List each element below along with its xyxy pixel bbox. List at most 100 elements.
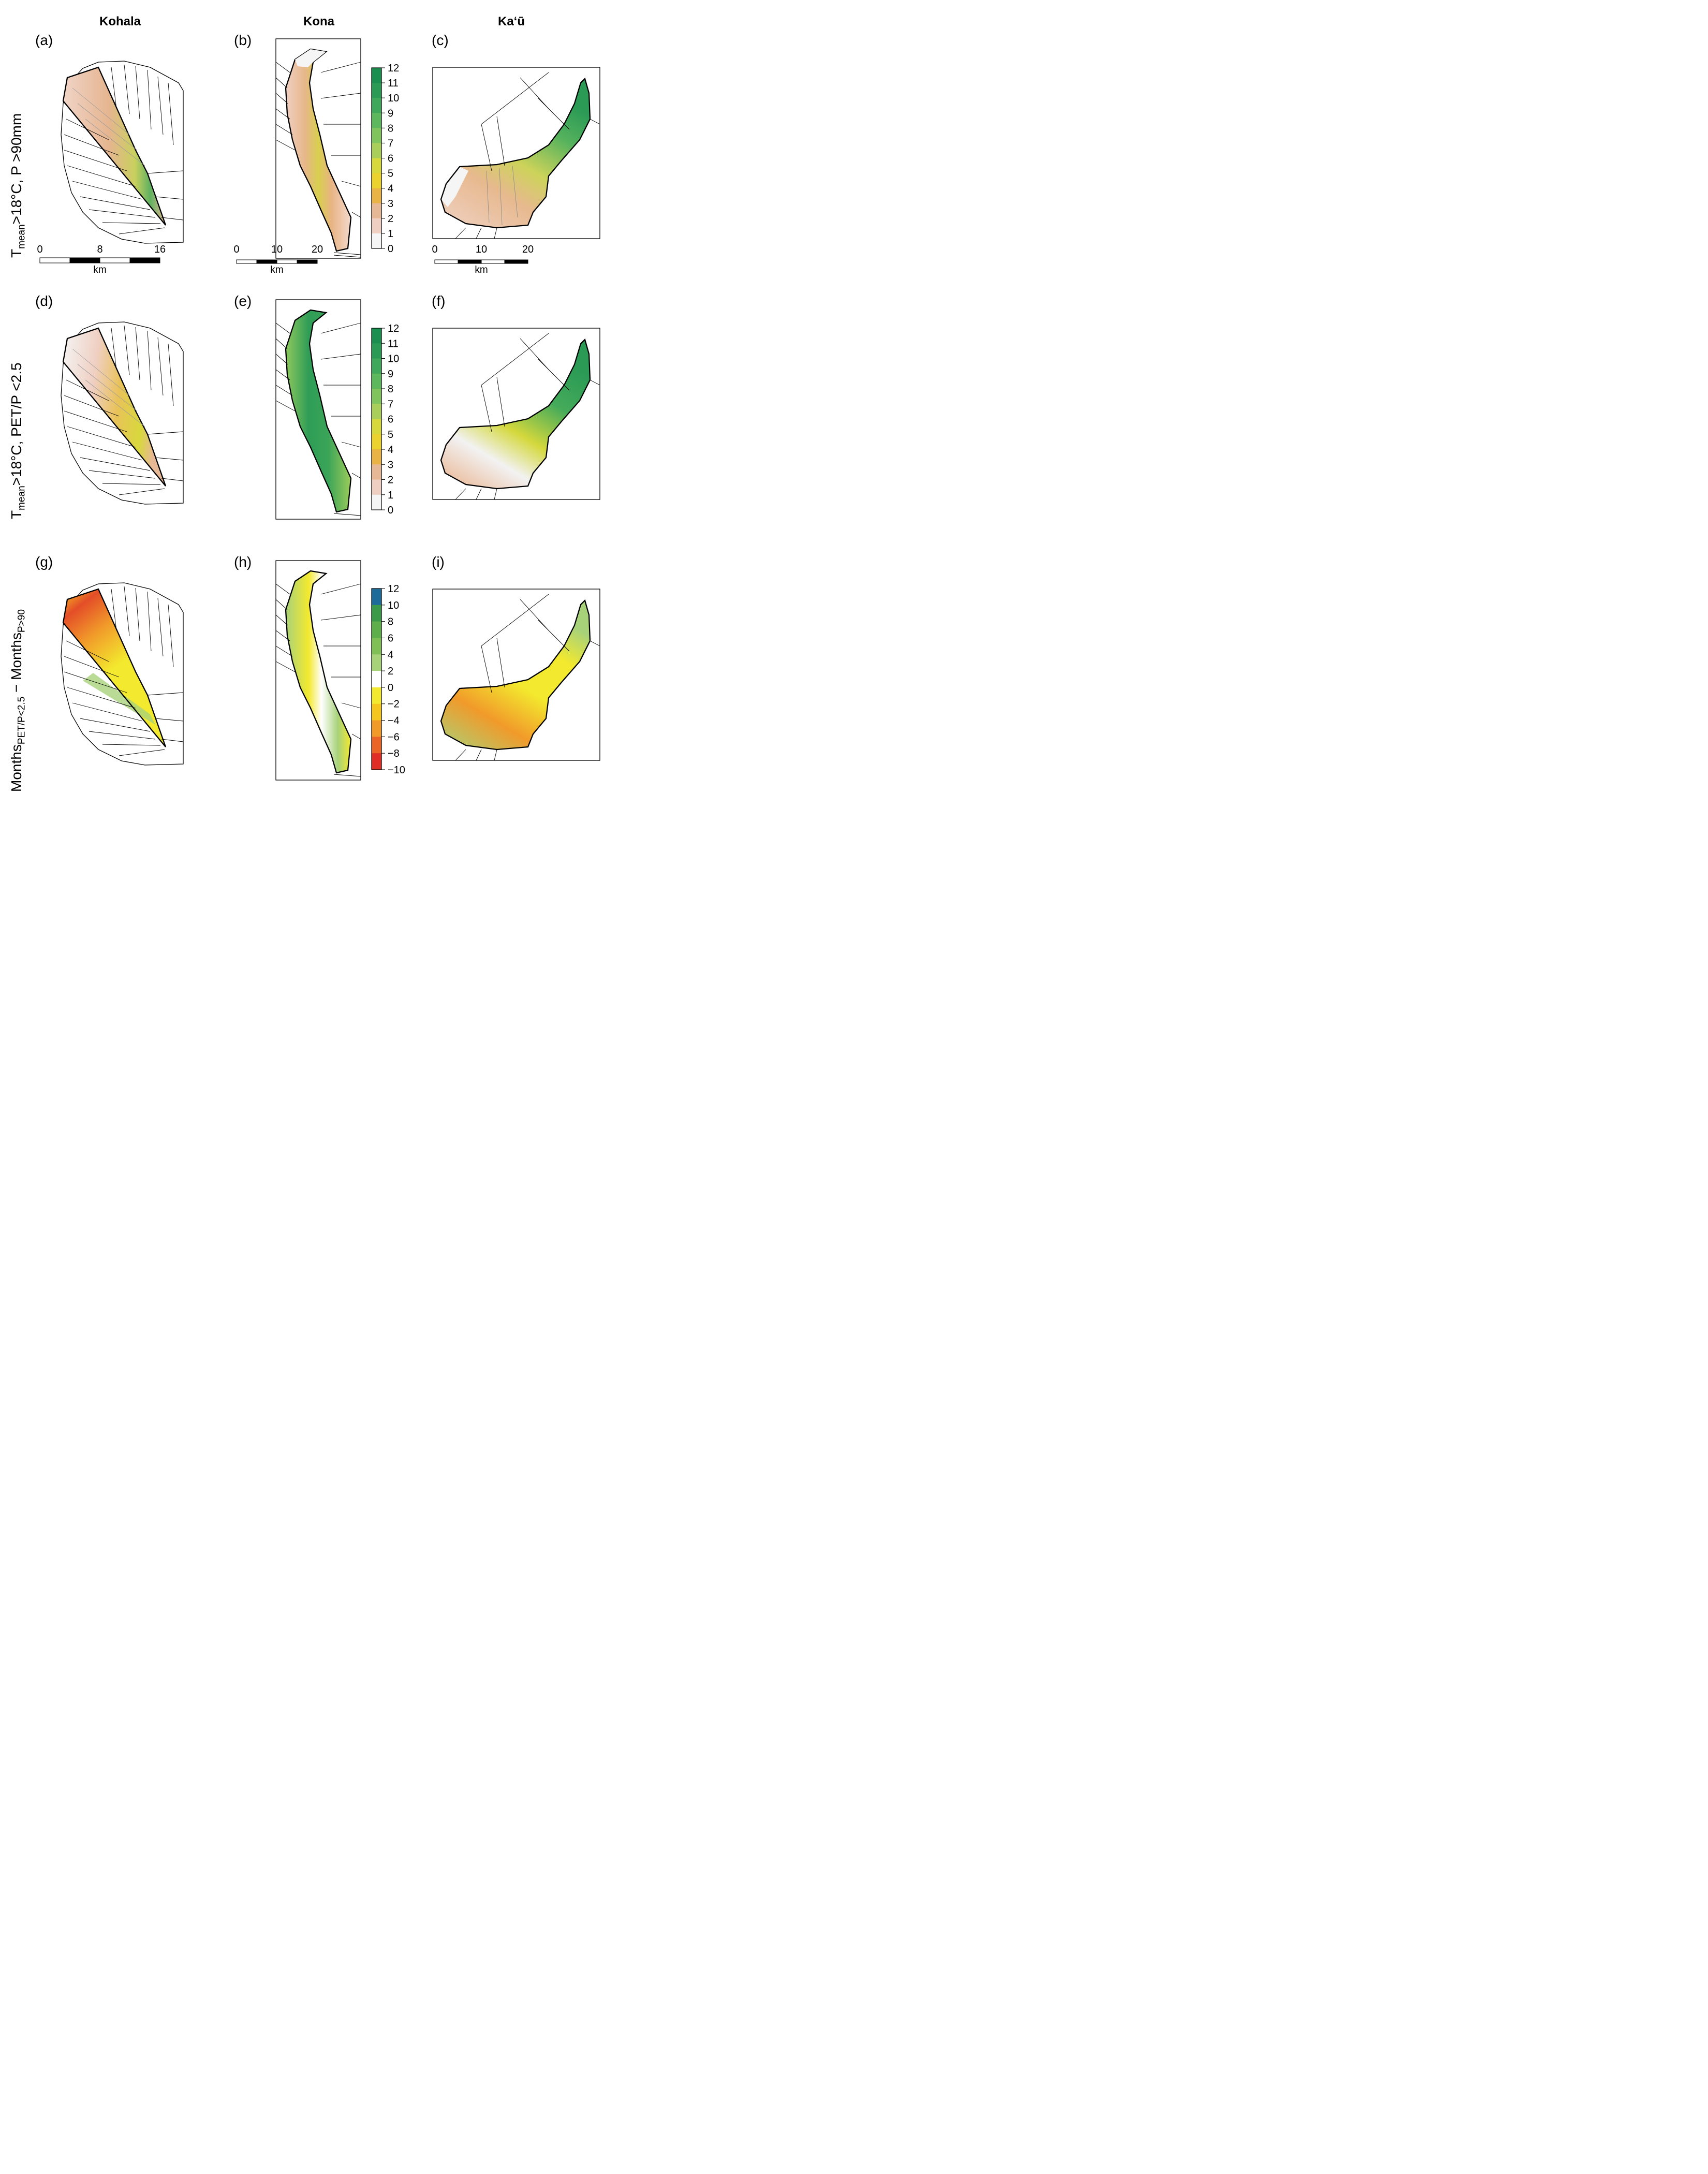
colorbar-swatch [372, 218, 381, 234]
scalebar-unit: km [93, 265, 106, 275]
colorbar-swatch [372, 753, 381, 770]
colorbar-tick-label: 7 [388, 138, 393, 149]
scalebar-tick: 10 [476, 244, 487, 255]
colorbar-tick-label: −8 [388, 748, 400, 759]
colorbar-tick-label: 5 [388, 168, 393, 180]
scalebar-tick: 0 [233, 244, 239, 255]
colorbar-tick-label: 4 [388, 649, 393, 660]
scalebar-tick: 16 [154, 244, 166, 255]
colorbar-tick-label: 11 [388, 78, 399, 89]
colorbar-tick-label: −2 [388, 699, 400, 710]
colorbar-swatch [372, 621, 381, 638]
map-kona-row3 [275, 560, 361, 781]
colorbar-swatch [372, 389, 381, 404]
scalebar-tick: 20 [522, 244, 534, 255]
colorbar-tick-label: 0 [388, 505, 393, 516]
colorbar-tick-label: 4 [388, 183, 393, 195]
colorbar-tick-label: 10 [388, 93, 399, 104]
colorbar-swatch [372, 158, 381, 174]
colorbar-swatch [372, 328, 381, 344]
colorbar-tick-label: 11 [388, 338, 399, 349]
panel-label-a: (a) [35, 32, 53, 48]
colorbar-swatch [372, 128, 381, 143]
figure-canvas: 0 8 16 km [37, 38, 600, 781]
colorbar-swatch [372, 83, 381, 98]
colorbar-difference-row3: 12 10 8 6 4 2 0 −2 −4 −6 −8 −10 [371, 583, 405, 776]
colorbar-swatch [372, 373, 381, 389]
panel-label-i: (i) [432, 554, 445, 570]
colorbar-tick-label: 3 [388, 198, 393, 210]
colorbar-swatch [372, 589, 381, 606]
colorbar-swatch [372, 671, 381, 688]
colorbar-tick-label: −10 [388, 765, 405, 776]
colorbar-swatch [372, 605, 381, 622]
map-kau-row3 [432, 589, 600, 761]
map-kona-row2 [275, 299, 361, 520]
colorbar-tick-label: −6 [388, 731, 400, 743]
colorbar-swatch [372, 654, 381, 671]
colorbar-tick-label: 6 [388, 633, 393, 644]
panel-label-d: (d) [35, 293, 53, 309]
colorbar-tick-label: 6 [388, 153, 393, 165]
colorbar-tick-label: 2 [388, 213, 393, 225]
panel-label-g: (g) [35, 554, 53, 570]
colorbar-swatch [372, 343, 381, 359]
colorbar-tick-label: 7 [388, 399, 393, 410]
map-kau-row2 [432, 328, 600, 500]
scalebar-tick: 20 [312, 244, 323, 255]
map-kohala-row1 [61, 61, 184, 244]
colorbar-swatch [372, 203, 381, 219]
colorbar-tick-label: 8 [388, 123, 393, 134]
colorbar-tick-label: 5 [388, 429, 393, 440]
map-kohala-row2 [61, 321, 184, 505]
colorbar-tick-label: 12 [388, 323, 399, 334]
scalebar-unit: km [270, 265, 283, 275]
colorbar-swatch [372, 638, 381, 655]
colorbar-tick-label: 3 [388, 459, 393, 471]
colorbar-swatch [372, 737, 381, 754]
colorbar-tick-label: −4 [388, 715, 400, 727]
colorbar-swatch [372, 494, 381, 510]
colorbar-tick-label: 8 [388, 384, 393, 395]
colorbar-swatch [372, 479, 381, 495]
colorbar-swatch [372, 173, 381, 189]
colorbar-swatch [372, 188, 381, 204]
column-title-kau: Ka‘ū [497, 14, 525, 28]
map-kau-row1 [432, 67, 600, 239]
colorbar-tick-label: 9 [388, 369, 393, 380]
colorbar-swatch [372, 358, 381, 374]
colorbar-swatch [372, 449, 381, 465]
colorbar-swatch [372, 703, 381, 721]
scalebar-tick: 0 [37, 244, 42, 255]
colorbar-tick-label: 0 [388, 243, 393, 255]
colorbar-swatch [372, 404, 381, 419]
column-title-kohala: Kohala [99, 14, 141, 28]
colorbar-tick-label: 0 [388, 682, 393, 694]
scalebar-tick: 0 [432, 244, 437, 255]
scalebar-tick: 10 [271, 244, 283, 255]
panel-label-e: (e) [234, 293, 252, 309]
colorbar-frame [371, 588, 382, 770]
scalebar-unit: km [475, 265, 488, 275]
colorbar-tick-label: 2 [388, 475, 393, 486]
colorbar-tick-label: 6 [388, 414, 393, 425]
panel-label-c: (c) [432, 32, 449, 48]
colorbar-tick-label: 1 [388, 490, 393, 501]
panel-label-b: (b) [234, 32, 252, 48]
colorbar-tick-label: 4 [388, 444, 393, 456]
colorbar-tick-label: 2 [388, 666, 393, 677]
colorbar-tick-label: 9 [388, 108, 393, 119]
colorbar-swatch [372, 419, 381, 435]
panel-label-h: (h) [234, 554, 252, 570]
colorbar-tick-label: 10 [388, 600, 399, 611]
column-title-kona: Kona [303, 14, 334, 28]
colorbar-swatch [372, 68, 381, 83]
colorbar-swatch [372, 98, 381, 113]
colorbar-swatch [372, 434, 381, 450]
colorbar-tick-label: 1 [388, 228, 393, 240]
scalebar-kau: 0 10 20 km [432, 244, 534, 275]
colorbar-tick-label: 12 [388, 583, 399, 595]
colorbar-swatch [372, 143, 381, 158]
colorbar-swatch [372, 233, 381, 249]
